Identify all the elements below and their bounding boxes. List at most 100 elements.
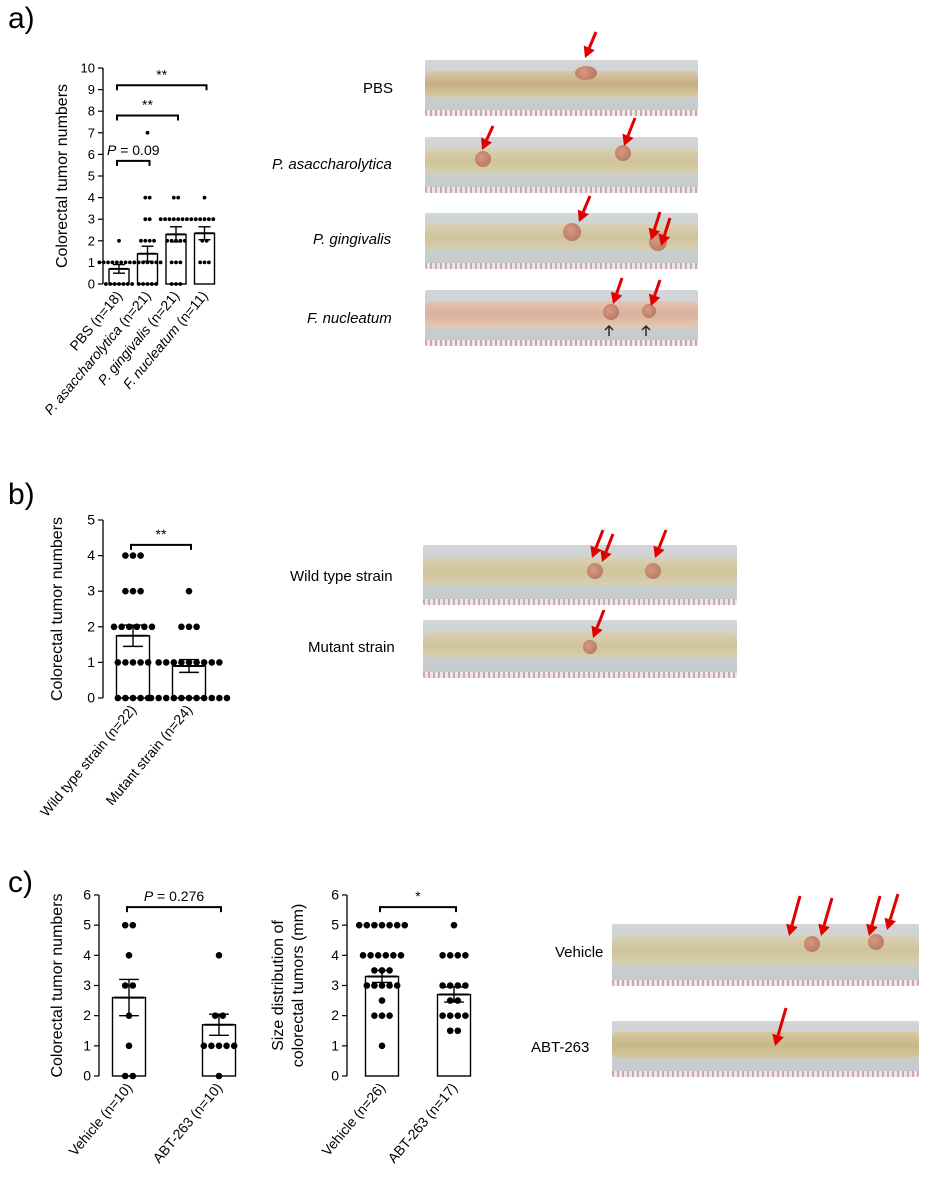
data-point	[202, 217, 207, 222]
data-point	[117, 238, 121, 243]
photo-label-wild-type: Wild type strain	[290, 568, 393, 585]
data-point	[371, 967, 378, 974]
data-point	[169, 238, 174, 243]
data-point	[144, 659, 152, 666]
red-arrow-head	[658, 233, 671, 246]
data-point	[178, 623, 185, 631]
red-arrow-head	[818, 923, 830, 936]
panel-letter-c: c)	[8, 866, 33, 899]
data-point	[169, 260, 174, 265]
data-point	[178, 238, 183, 243]
photo-label-abt-263: ABT-263	[531, 1039, 590, 1056]
data-point	[454, 1027, 462, 1035]
data-point	[174, 260, 178, 265]
p-symbol: P	[144, 888, 154, 904]
red-arrow-shaft	[581, 195, 592, 213]
data-point	[154, 260, 159, 265]
data-point	[143, 195, 148, 200]
data-point	[202, 195, 207, 200]
panel-letter-b: b)	[8, 478, 35, 511]
data-point	[129, 1072, 137, 1080]
data-point	[386, 967, 393, 974]
y-tick-label: 4	[88, 190, 95, 205]
y-tick-label: 4	[83, 947, 91, 963]
data-point	[128, 260, 132, 265]
data-point	[137, 587, 144, 595]
data-point	[106, 260, 110, 265]
data-point	[125, 952, 133, 959]
data-point	[148, 623, 156, 631]
data-point	[378, 997, 386, 1004]
data-point	[193, 659, 200, 666]
tissue-photo-mutant	[423, 620, 737, 678]
data-point	[450, 921, 458, 929]
data-point	[371, 1012, 378, 1019]
data-point	[200, 1042, 208, 1050]
p-value: = 0.09	[116, 142, 159, 158]
data-point	[171, 195, 176, 200]
red-arrow-head	[884, 917, 896, 930]
data-point	[158, 217, 163, 222]
data-point	[114, 659, 122, 666]
data-point	[132, 260, 137, 265]
black-arrow	[604, 325, 614, 336]
significance-bracket	[126, 906, 222, 913]
data-point	[122, 659, 129, 666]
data-point	[371, 921, 378, 929]
y-tick-label: 3	[88, 212, 95, 227]
y-tick-label: 6	[83, 887, 91, 903]
data-point	[193, 217, 198, 222]
y-tick-label: 3	[87, 583, 95, 599]
data-point	[152, 238, 156, 243]
data-point	[378, 982, 386, 989]
photo-label-vehicle: Vehicle	[555, 944, 604, 961]
red-arrow-shaft	[776, 1007, 788, 1036]
data-point	[202, 260, 207, 265]
red-arrow-head	[583, 45, 595, 58]
data-point	[167, 217, 172, 222]
data-point	[158, 260, 163, 265]
data-point	[193, 623, 200, 631]
data-point	[185, 694, 193, 702]
data-point	[378, 1042, 386, 1050]
data-point	[215, 952, 223, 959]
data-point	[137, 659, 144, 666]
data-point	[454, 982, 462, 989]
red-arrow-shaft	[594, 529, 605, 549]
data-point	[171, 217, 176, 222]
data-point	[393, 982, 401, 989]
tissue-photo-vehicle	[612, 924, 919, 986]
data-point	[139, 238, 143, 243]
data-point	[174, 238, 178, 243]
y-tick-label: 0	[331, 1068, 339, 1084]
significance-label: P = 0.09	[107, 142, 160, 158]
data-point	[129, 552, 137, 559]
y-tick-label: 3	[331, 977, 339, 993]
data-point	[163, 217, 167, 222]
data-point	[386, 921, 393, 929]
data-point	[178, 282, 183, 286]
data-point	[97, 260, 102, 265]
photo-label-pbs: PBS	[363, 80, 394, 97]
y-tick-label: 8	[88, 104, 95, 119]
data-point	[446, 982, 454, 989]
y-tick-label: 3	[83, 977, 91, 993]
data-point	[129, 587, 137, 595]
y-axis-title-line: colorectal tumors (mm)	[290, 904, 307, 1068]
data-point	[371, 982, 378, 989]
y-tick-label: 2	[331, 1007, 339, 1023]
data-point	[189, 217, 194, 222]
y-tick-label: 2	[87, 618, 95, 634]
data-point	[393, 921, 401, 929]
data-point	[141, 282, 146, 286]
y-tick-label: 5	[83, 917, 91, 933]
data-point	[386, 1012, 393, 1019]
data-point	[110, 260, 115, 265]
red-arrow-shaft	[870, 895, 882, 926]
red-arrow-head	[591, 625, 603, 638]
data-point	[185, 217, 189, 222]
red-arrow-head	[653, 545, 665, 558]
data-point	[193, 694, 200, 702]
